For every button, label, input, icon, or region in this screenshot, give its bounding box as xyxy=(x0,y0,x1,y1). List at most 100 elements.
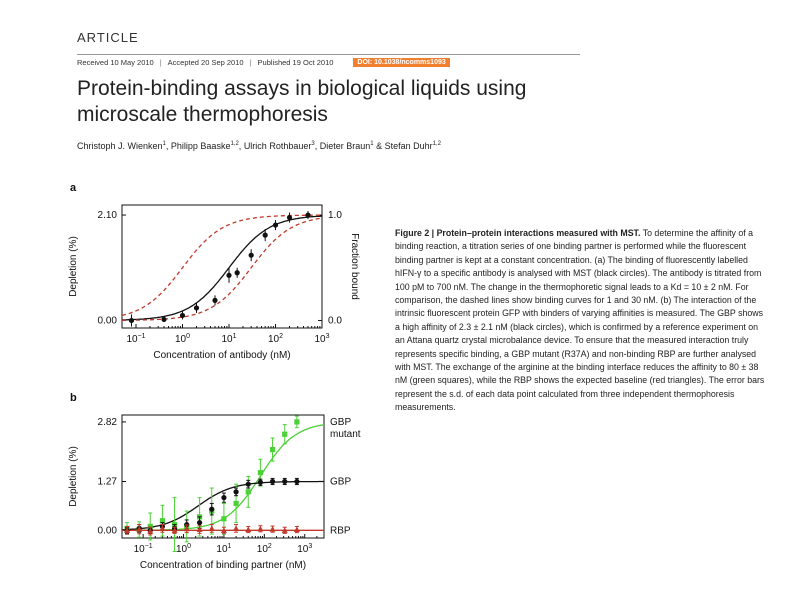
data-point-circle xyxy=(245,481,251,487)
data-point-circle xyxy=(257,479,264,485)
data-point-square xyxy=(147,523,153,530)
series-label-gbp-mutant: GBP xyxy=(330,417,351,428)
data-point-triangle xyxy=(257,525,264,532)
plot-frame xyxy=(121,204,323,329)
published-date: Published 19 Oct 2010 xyxy=(257,58,334,67)
data-point xyxy=(234,270,240,276)
data-point xyxy=(179,312,186,319)
panel-label: a xyxy=(70,183,77,194)
data-point xyxy=(248,252,254,258)
accepted-date: Accepted 20 Sep 2010 xyxy=(167,58,244,67)
data-point-square xyxy=(233,500,239,507)
caption-heading: Figure 2 | Protein–protein interactions … xyxy=(395,228,641,238)
fit-curve-gbp-mutant xyxy=(122,424,325,531)
data-point-circle xyxy=(197,520,203,526)
x-tick-label: 10−1 xyxy=(126,333,145,345)
received-date: Received 10 May 2010 xyxy=(77,58,154,67)
data-point xyxy=(161,316,167,323)
data-point xyxy=(272,222,279,228)
x-tick-label: 100 xyxy=(176,543,191,555)
data-point-triangle xyxy=(269,526,276,532)
dashed-binding-curve xyxy=(121,214,323,317)
data-point-triangle xyxy=(220,527,227,533)
data-point-circle xyxy=(294,478,300,485)
data-point-square xyxy=(269,446,276,453)
x-axis-label: Concentration of antibody (nM) xyxy=(153,350,290,361)
data-point-triangle xyxy=(208,525,215,531)
series-label-rbp: RBP xyxy=(330,525,351,536)
series-label-gbp-mutant: mutant xyxy=(330,429,361,440)
data-point-triangle xyxy=(233,525,240,531)
data-point-circle xyxy=(233,489,239,495)
y-tick-label: 2.10 xyxy=(98,210,118,221)
figure-caption: Figure 2 | Protein–protein interactions … xyxy=(395,227,767,415)
separator: | xyxy=(159,58,162,67)
data-point-triangle xyxy=(147,528,154,534)
data-point-square xyxy=(294,419,300,425)
data-point-triangle xyxy=(136,526,143,532)
separator: | xyxy=(249,58,252,67)
data-point-triangle xyxy=(293,526,300,533)
author: Ulrich Rothbauer3, xyxy=(243,141,320,151)
plot-frame xyxy=(121,414,325,539)
data-point-circle xyxy=(209,506,215,512)
data-point-triangle xyxy=(159,525,166,531)
right-y-tick-label: 0.0 xyxy=(328,315,342,326)
data-point-triangle xyxy=(245,526,252,533)
author: Christoph J. Wienken1, xyxy=(77,141,171,151)
y-tick-label: 0.00 xyxy=(98,525,118,536)
data-point xyxy=(193,305,200,311)
author: Philipp Baaske1,2, xyxy=(170,141,244,151)
data-point-square xyxy=(159,518,165,524)
title-line-2: microscale thermophoresis xyxy=(77,103,328,126)
data-point-triangle xyxy=(124,527,131,533)
publication-info: Received 10 May 2010 | Accepted 20 Sep 2… xyxy=(77,54,580,67)
y-tick-label: 0.00 xyxy=(98,315,118,326)
data-point-square xyxy=(221,516,227,522)
title-line-1: Protein-binding assays in biological liq… xyxy=(77,77,527,100)
series-label-gbp: GBP xyxy=(330,476,351,487)
data-point-circle xyxy=(282,478,288,485)
data-point xyxy=(286,214,293,221)
x-tick-label: 102 xyxy=(268,333,283,345)
y-tick-label: 1.27 xyxy=(98,476,118,487)
right-y-axis-label: Fraction bound xyxy=(349,233,360,300)
x-tick-label: 103 xyxy=(297,543,312,555)
data-point-circle xyxy=(269,478,276,485)
article-title: Protein-binding assays in biological liq… xyxy=(77,76,597,128)
x-tick-label: 101 xyxy=(216,543,231,555)
x-tick-label: 10−1 xyxy=(134,543,153,555)
fit-curve xyxy=(122,215,323,321)
fit-curve-gbp xyxy=(121,480,324,531)
dashed-binding-curve xyxy=(122,217,323,321)
data-point-circle xyxy=(221,495,227,501)
data-point-triangle xyxy=(281,527,288,533)
figure-2: a 10−1 100 101 102 103 Concentration of antibo… xyxy=(68,183,361,571)
data-point-square xyxy=(282,431,288,437)
data-point xyxy=(226,272,232,278)
article-header: ARTICLE Received 10 May 2010 | Accepted … xyxy=(77,30,597,151)
panel-label: b xyxy=(70,392,77,404)
x-axis-label: Concentration of binding partner (nM) xyxy=(140,560,306,571)
data-point xyxy=(212,297,218,303)
data-point-triangle xyxy=(171,527,178,533)
y-axis-label: Depletion (%) xyxy=(68,236,79,297)
data-point xyxy=(305,212,311,218)
author: Dieter Braun1 & xyxy=(319,141,383,151)
y-axis-label: Depletion (%) xyxy=(68,446,79,507)
section-label: ARTICLE xyxy=(77,30,139,45)
x-tick-label: 103 xyxy=(314,333,329,345)
data-point-square xyxy=(245,489,251,495)
doi-badge[interactable]: DOI: 10.1038/ncomms1093 xyxy=(353,58,450,67)
data-point-triangle xyxy=(183,525,190,532)
x-tick-label: 100 xyxy=(175,333,190,345)
author-list: Christoph J. Wienken1, Philipp Baaske1,2… xyxy=(77,141,597,151)
right-y-tick-label: 1.0 xyxy=(328,210,342,221)
x-tick-label: 102 xyxy=(257,543,272,555)
data-point xyxy=(262,232,268,238)
y-tick-label: 2.82 xyxy=(98,417,118,428)
data-point-triangle xyxy=(196,526,203,533)
x-tick-label: 101 xyxy=(221,333,236,345)
data-point-square xyxy=(257,470,264,476)
caption-text: To determine the affinity of a binding r… xyxy=(395,228,765,413)
